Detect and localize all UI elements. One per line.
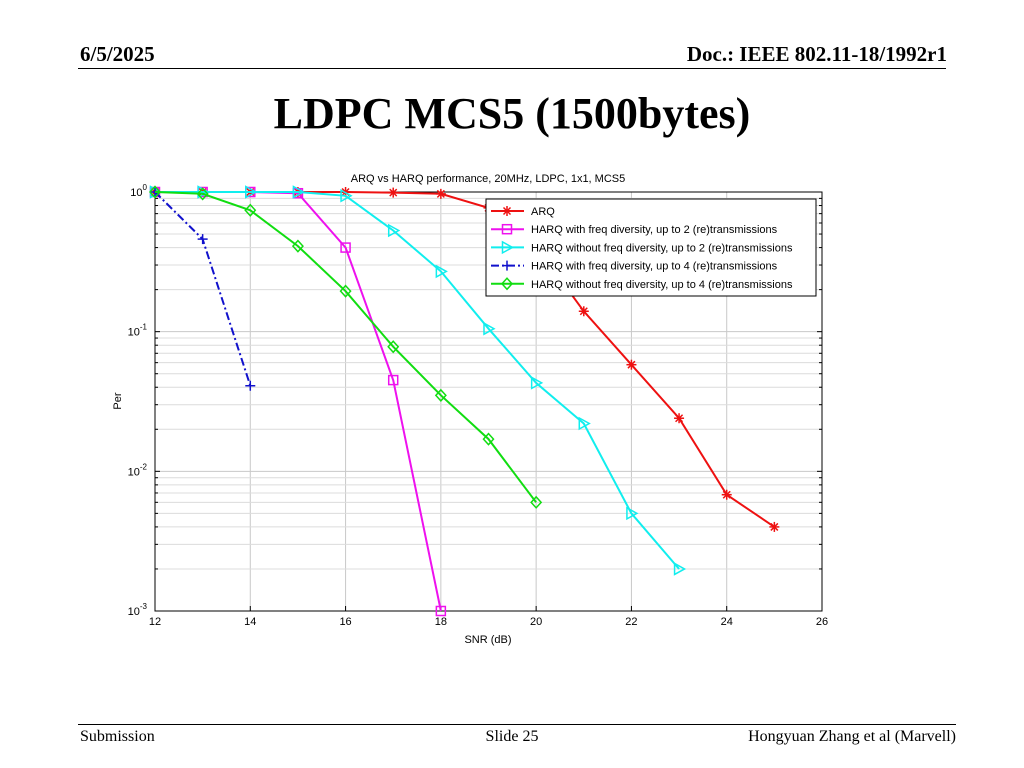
diamond-marker [244,203,257,217]
series-line [155,191,442,612]
footer-divider [78,724,956,725]
slide-title: LDPC MCS5 (1500bytes) [273,89,751,138]
diamond-marker [500,277,514,291]
plus-marker [197,234,208,245]
series-layer [148,185,780,617]
triangle-marker [483,321,496,336]
triangle-marker [530,376,544,390]
y-tick-label: 10-1 [128,323,148,339]
diamond-marker [196,187,209,201]
star-marker [388,187,399,198]
x-tick-label: 26 [816,616,828,628]
legend-label: HARQ without freq diversity, up to 2 (re… [531,242,793,254]
tick-labels: 12 14 16 18 20 22 24 26 100 10-1 10-2 10-3 [128,183,829,628]
y-axis-label: Per [112,392,124,409]
axes-box [154,191,823,612]
x-tick-label: 14 [244,616,256,628]
triangle-marker [501,240,515,255]
x-tick-label: 20 [530,616,542,628]
star-marker [435,188,446,199]
triangle-marker [673,562,687,576]
star-marker [721,489,732,500]
x-tick-label: 24 [721,616,733,628]
triangle-marker [387,223,401,238]
series-line [154,191,537,503]
star-marker [502,206,512,216]
star-marker [674,413,685,424]
diamond-marker [387,340,400,354]
header-divider [78,68,946,69]
x-tick-label: 22 [625,616,637,628]
y-tick-label: 10-2 [128,462,148,478]
x-tick-label: 16 [339,616,351,628]
chart-title: ARQ vs HARQ performance, 20MHz, LDPC, 1x… [351,173,625,185]
footer-submission: Submission [80,728,155,745]
diamond-marker [339,284,352,298]
diamond-marker [291,239,304,253]
diamond-marker [434,388,447,402]
legend-label: HARQ with freq diversity, up to 2 (re)tr… [531,224,778,236]
diamond-marker [482,432,495,446]
footer-slide-number: Slide 25 [485,728,539,745]
square-marker [387,374,399,386]
legend-label: ARQ [531,206,555,218]
square-marker [435,605,447,617]
x-axis-label: SNR (dB) [464,634,511,646]
series-5 [148,185,543,509]
triangle-marker [340,188,353,203]
legend-label: HARQ without freq diversity, up to 4 (re… [531,279,793,291]
diamond-marker [530,495,543,509]
legend-box [485,198,817,297]
chart-plot: ARQ vs HARQ performance, 20MHz, LDPC, 1x… [112,173,829,646]
x-tick-label: 12 [149,616,161,628]
series-4 [150,187,256,391]
legend-entry: HARQ without freq diversity, up to 4 (re… [491,277,793,291]
legend-entry: HARQ with freq diversity, up to 2 (re)tr… [491,223,778,236]
legend-entry: HARQ with freq diversity, up to 4 (re)tr… [491,260,778,273]
legend: ARQ HARQ with freq diversity, up to 2 (re… [485,198,817,297]
header-doc-id: Doc.: IEEE 802.11-18/1992r1 [686,42,947,66]
y-tick-label: 10-3 [128,602,148,618]
star-marker [626,359,637,370]
legend-entry: ARQ [491,206,555,218]
triangle-marker [435,264,448,279]
triangle-marker [626,506,639,521]
star-marker [769,521,780,532]
legend-entry: HARQ without freq diversity, up to 2 (re… [491,240,793,255]
series-line [155,191,680,570]
diamond-marker [148,185,162,199]
square-marker [501,223,513,235]
triangle-marker [292,185,305,199]
x-tick-label: 18 [435,616,447,628]
footer-author: Hongyuan Zhang et al (Marvell) [748,728,956,745]
triangle-marker [245,185,258,199]
plus-marker [245,380,256,391]
square-marker [340,242,351,253]
triangle-marker [578,416,591,431]
star-marker [578,306,589,317]
y-tick-label: 100 [130,183,147,199]
series-line [154,191,252,387]
plus-marker [502,260,512,271]
legend-label: HARQ with freq diversity, up to 4 (re)tr… [531,261,778,273]
header-date: 6/5/2025 [80,42,155,66]
